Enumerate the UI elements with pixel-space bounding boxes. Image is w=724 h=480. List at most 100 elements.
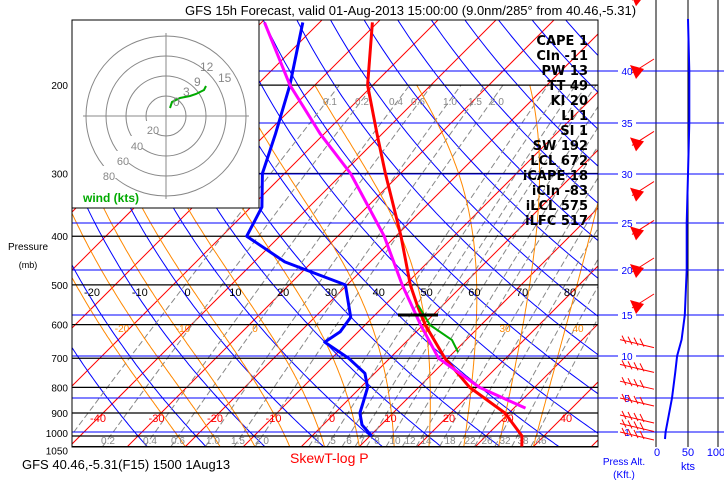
stat-pw: PW 13 [542,64,588,79]
barb-pennant-icon [630,137,644,152]
wind-barb [630,293,655,314]
barb-feather [633,362,639,371]
isotherm-line [591,439,598,447]
barb-feather [621,376,627,386]
barb-pennant-icon [630,65,644,79]
wind-barb [619,419,655,432]
theta-e-label: -20 [115,324,130,335]
mixing-ratio-line [439,176,598,447]
mixing-ratio-label: 0.4 [389,97,403,108]
pressure-tick-label: 200 [51,81,68,92]
barb-feather [633,378,639,388]
mixing-ratio-label: 1.5 [468,97,482,108]
pressure-tick-label: 400 [51,232,68,243]
stat-si: SI 1 [560,124,588,139]
barb-pennant-icon [630,226,644,241]
wind-barb [630,219,655,241]
barb-feather [639,379,645,389]
mixing-ratio-label: 7 [359,436,365,447]
wind-barb [619,393,655,407]
mixing-ratio-label: 0.2 [355,97,369,108]
mixing-ratio-label: 22 [464,436,476,447]
mixing-ratio-line [415,145,598,447]
wind-barb [630,58,655,79]
stat-icin: iCIn -83 [532,184,588,199]
altitude-label: 20 [621,266,633,277]
dry-adiabat-line [330,20,598,317]
isotherm-label: 20 [277,287,289,299]
mixing-ratio-line [326,84,564,447]
isotherm-line [0,7,45,446]
dry-adiabat-line [262,20,598,395]
mixing-ratio-label: 12 [404,436,416,447]
mixing-ratio-label: 26 [481,436,493,447]
isotherm-label: 0 [185,287,191,299]
hodograph-point-label: 0 [173,95,180,109]
hodograph-trace [169,85,207,109]
mixing-ratio-label: 8 [374,436,380,447]
hodograph-point-label: 3 [183,85,190,99]
mixing-ratio-line [254,84,504,447]
isotherm-label: -10 [266,413,282,425]
mixing-ratio-line [102,84,374,447]
ring-label-bg [101,166,117,178]
altitude-axis-unit: (Kft.) [613,470,635,480]
isotherm-label: 70 [516,287,528,299]
mixing-ratio-label: 0.4 [143,436,157,447]
mixing-ratio-line [401,126,598,447]
pressure-tick-label: 600 [51,321,68,332]
ring-label-bg [129,136,145,148]
isotherm-line [475,323,598,447]
dry-adiabat-line [363,20,598,279]
y-axis-unit: (mb) [19,260,38,270]
hodograph-title: wind (kts) [82,191,139,205]
isotherm-label: 80 [564,287,576,299]
mixing-ratio-line [170,84,433,447]
pressure-tick-label: 700 [51,354,68,365]
chart-title: GFS 15h Forecast, valid 01-Aug-2013 15:0… [185,3,636,18]
mixing-ratio-label: 1.5 [231,436,245,447]
mixing-ratio-label: 6 [346,436,352,447]
hodograph-ring-label: 20 [147,125,159,137]
barb-feather [633,395,639,405]
isotherm-label: -40 [90,413,106,425]
mixing-ratio-label: 5 [330,436,336,447]
stat-tt: TT 49 [547,79,588,94]
stat-li: LI 1 [561,109,588,124]
ring-label-bg [145,121,161,133]
stat-ki: KI 20 [550,94,588,109]
barb-pennant-icon [630,264,644,278]
moist-adiabat-line [72,212,221,447]
moist-adiabat-line [532,200,598,447]
mixing-ratio-line [233,84,486,447]
isotherm-label: 40 [560,413,572,425]
altitude-label: 35 [621,119,633,130]
stat-sw: SW 192 [533,139,588,154]
mixing-ratio-line [530,317,598,447]
isotherm-label: 0 [329,413,335,425]
isotherm-line [359,207,598,447]
altitude-label: 15 [621,311,633,322]
theta-e-label: 20 [419,324,431,335]
stat-ilfc: iLFC 517 [525,214,588,229]
isotherm-line [72,20,439,387]
isotherm-line [127,20,555,447]
hodograph-point-label: 9 [194,75,201,89]
isotherm-label: 10 [229,287,241,299]
barb-feather [627,361,633,370]
wind-barb [619,427,655,441]
mixing-ratio-line [474,227,598,447]
moist-adiabat-line [72,276,186,447]
hodograph-ring-label: 80 [103,171,115,183]
isotherm-label: 30 [325,287,337,299]
barb-feather [639,338,645,347]
wind-barb [630,130,655,152]
mixing-ratio-label: 14 [420,436,432,447]
isotherm-line [417,265,598,447]
barb-pennant-icon [633,0,641,7]
barb-pennant-icon [630,187,644,202]
barb-feather [639,363,645,372]
wind-speed-unit: kts [681,461,696,473]
wind-barb [630,181,655,202]
dry-adiabat-line [296,20,598,356]
